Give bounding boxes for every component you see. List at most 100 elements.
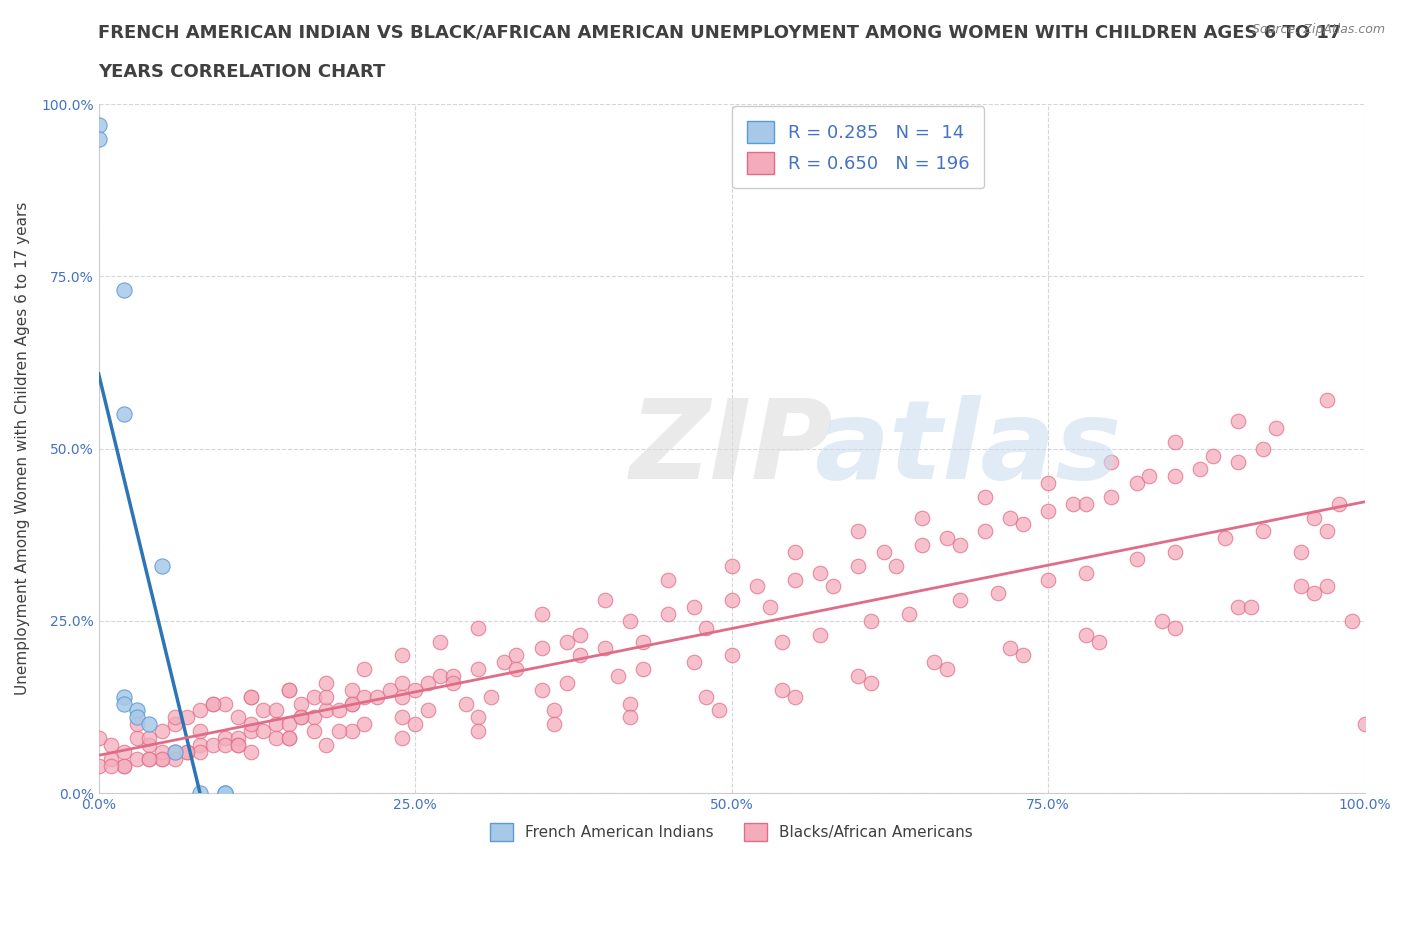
Point <box>1303 586 1326 601</box>
Point <box>125 717 148 732</box>
Point <box>846 669 869 684</box>
Point <box>277 683 299 698</box>
Point <box>340 683 363 698</box>
Point <box>720 558 742 573</box>
Point <box>226 737 249 752</box>
Point <box>416 703 439 718</box>
Point <box>302 689 325 704</box>
Point <box>973 524 995 538</box>
Point <box>239 744 262 759</box>
Point <box>150 724 173 738</box>
Point <box>138 737 160 752</box>
Point <box>391 648 413 663</box>
Point <box>1189 462 1212 477</box>
Point <box>188 737 211 752</box>
Point <box>505 661 527 676</box>
Text: Source: ZipAtlas.com: Source: ZipAtlas.com <box>1251 23 1385 36</box>
Point <box>112 689 135 704</box>
Point <box>226 710 249 724</box>
Point <box>353 717 375 732</box>
Point <box>239 724 262 738</box>
Point <box>391 731 413 746</box>
Point <box>619 614 641 629</box>
Point <box>859 614 882 629</box>
Point <box>277 731 299 746</box>
Point <box>391 710 413 724</box>
Point <box>1076 627 1098 642</box>
Point <box>454 696 477 711</box>
Y-axis label: Unemployment Among Women with Children Ages 6 to 17 years: Unemployment Among Women with Children A… <box>15 202 30 696</box>
Point <box>1227 600 1250 615</box>
Point <box>340 724 363 738</box>
Point <box>112 283 135 298</box>
Point <box>606 669 628 684</box>
Point <box>201 737 224 752</box>
Point <box>1164 620 1187 635</box>
Point <box>758 600 780 615</box>
Point <box>87 117 110 132</box>
Point <box>429 634 451 649</box>
Point <box>1076 565 1098 580</box>
Point <box>467 710 489 724</box>
Point <box>315 689 337 704</box>
Point <box>1126 551 1149 566</box>
Point <box>593 641 616 656</box>
Text: YEARS CORRELATION CHART: YEARS CORRELATION CHART <box>98 63 385 81</box>
Point <box>467 661 489 676</box>
Point <box>682 655 704 670</box>
Point <box>808 565 831 580</box>
Point <box>441 669 464 684</box>
Point <box>1265 420 1288 435</box>
Point <box>657 606 679 621</box>
Point <box>201 696 224 711</box>
Point <box>290 710 312 724</box>
Point <box>214 786 236 801</box>
Point <box>353 689 375 704</box>
Point <box>543 703 565 718</box>
Point <box>1164 434 1187 449</box>
Point <box>112 696 135 711</box>
Point <box>214 696 236 711</box>
Point <box>87 131 110 146</box>
Point <box>302 724 325 738</box>
Point <box>188 744 211 759</box>
Point <box>1291 579 1313 594</box>
Point <box>125 710 148 724</box>
Point <box>138 751 160 766</box>
Legend: French American Indians, Blacks/African Americans: French American Indians, Blacks/African … <box>484 817 980 847</box>
Point <box>87 758 110 773</box>
Point <box>315 675 337 690</box>
Point <box>264 717 287 732</box>
Point <box>125 731 148 746</box>
Point <box>973 489 995 504</box>
Point <box>100 758 122 773</box>
Point <box>214 737 236 752</box>
Point <box>1036 503 1059 518</box>
Point <box>492 655 515 670</box>
Point <box>391 689 413 704</box>
Point <box>783 572 806 587</box>
Point <box>1202 448 1225 463</box>
Point <box>1253 524 1275 538</box>
Point <box>416 675 439 690</box>
Point <box>530 683 553 698</box>
Point <box>176 710 198 724</box>
Point <box>176 744 198 759</box>
Text: FRENCH AMERICAN INDIAN VS BLACK/AFRICAN AMERICAN UNEMPLOYMENT AMONG WOMEN WITH C: FRENCH AMERICAN INDIAN VS BLACK/AFRICAN … <box>98 23 1341 41</box>
Point <box>277 683 299 698</box>
Point <box>176 744 198 759</box>
Point <box>998 641 1021 656</box>
Point <box>555 634 578 649</box>
Point <box>188 786 211 801</box>
Point <box>290 710 312 724</box>
Point <box>657 572 679 587</box>
Point <box>188 703 211 718</box>
Point <box>555 675 578 690</box>
Point <box>264 731 287 746</box>
Point <box>720 592 742 607</box>
Point <box>138 717 160 732</box>
Point <box>631 661 654 676</box>
Point <box>226 731 249 746</box>
Point <box>328 724 350 738</box>
Point <box>125 751 148 766</box>
